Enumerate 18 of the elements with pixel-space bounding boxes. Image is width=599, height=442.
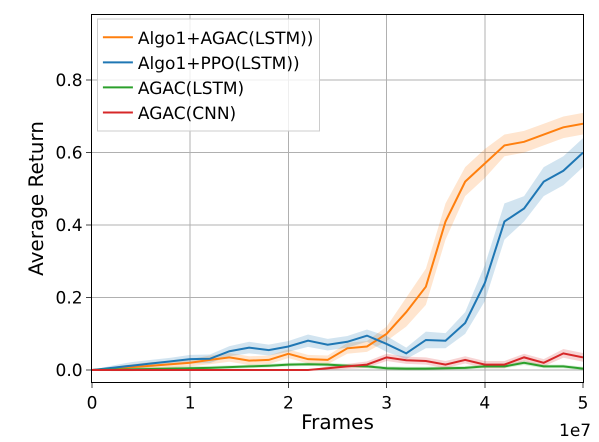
- x-tick-label: 2: [282, 393, 294, 414]
- y-tick-label: 0.2: [56, 288, 83, 309]
- y-tick-label: 0.6: [56, 144, 83, 164]
- y-axis-title: Average Return: [24, 121, 48, 276]
- x-tick-label: 3: [381, 393, 392, 414]
- x-tick-label: 5: [578, 393, 588, 414]
- x-tick-label: 4: [479, 393, 490, 414]
- legend-label: AGAC(CNN): [138, 104, 236, 124]
- x-tick-label: 0: [86, 393, 98, 414]
- x-tick-label: 1: [184, 393, 196, 414]
- y-tick-label: 0.4: [56, 216, 83, 236]
- legend-label: AGAC(LSTM): [138, 79, 244, 100]
- x-axis-title: Frames: [301, 410, 374, 434]
- legend-label: Algo1+AGAC(LSTM)): [138, 28, 314, 49]
- legend-label: Algo1+PPO(LSTM)): [138, 54, 300, 74]
- y-tick-label: 0.0: [56, 360, 83, 381]
- text: 1e7: [559, 421, 592, 441]
- y-tick-label: 0.8: [56, 71, 83, 92]
